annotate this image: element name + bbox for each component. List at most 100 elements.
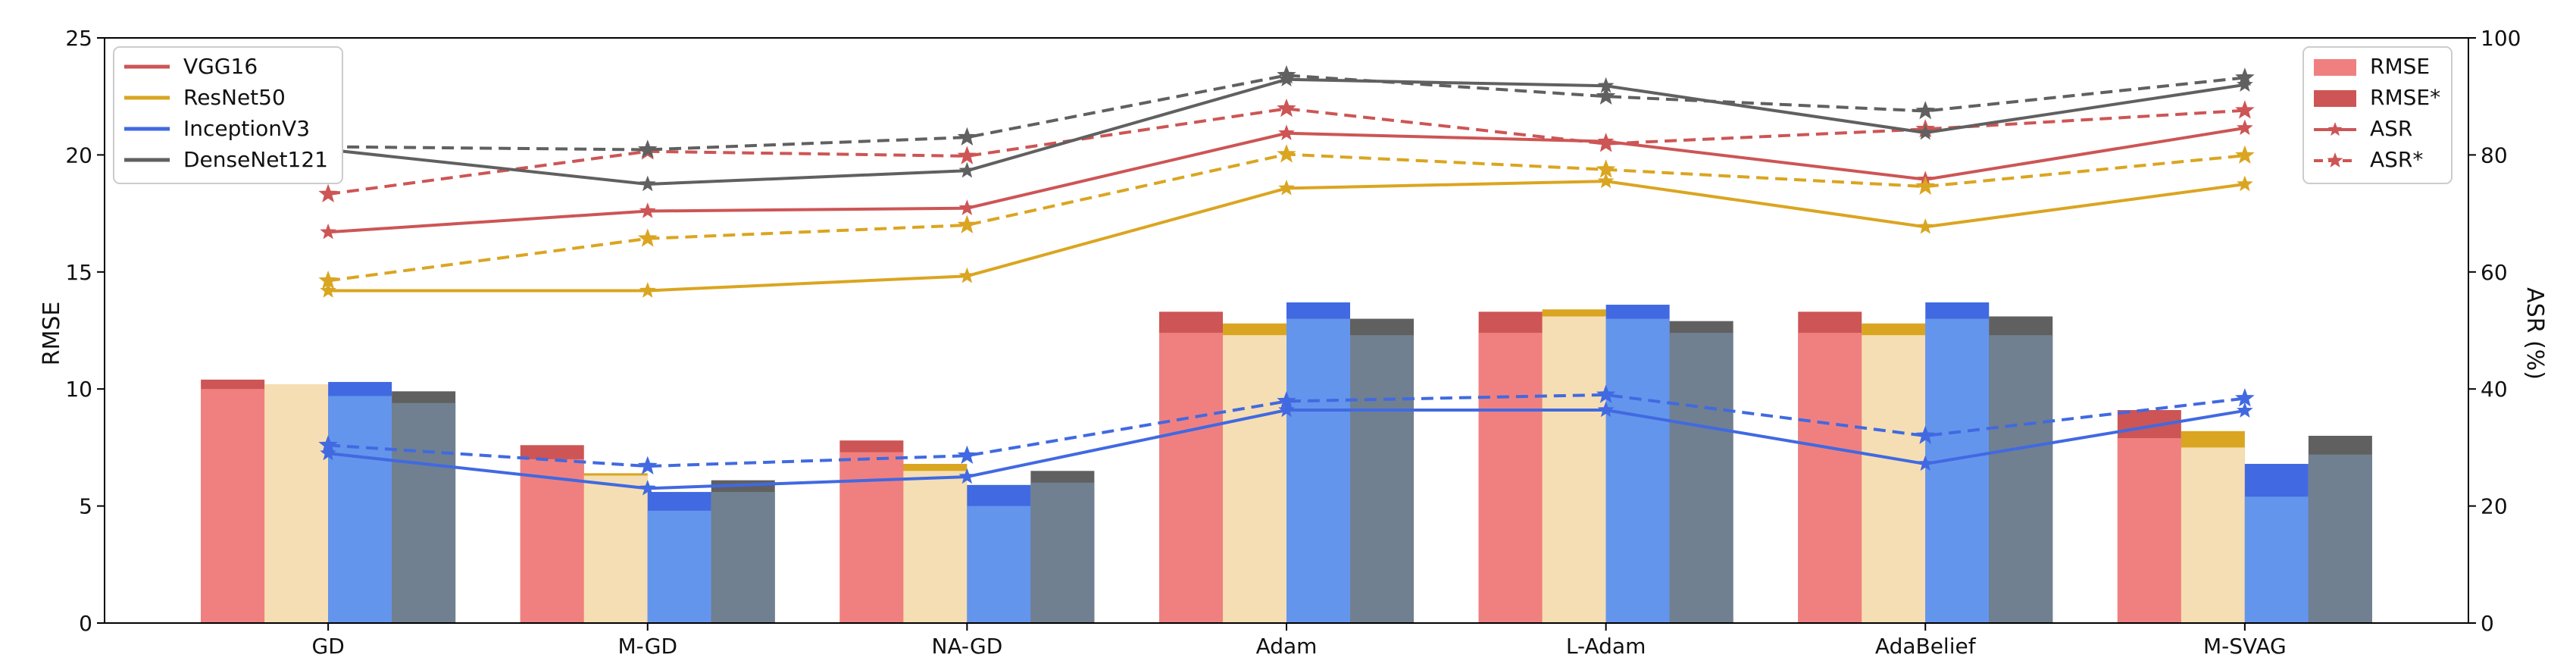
legend-marker-asr (2327, 122, 2343, 136)
tick-label-right-80: 80 (2481, 142, 2508, 168)
bar-rmse-DenseNet121-M-SVAG (2308, 454, 2372, 623)
marker-asr-star-VGG16-M-SVAG (2235, 100, 2255, 119)
marker-asr-star-ResNet50-L-Adam (1596, 159, 1616, 178)
bar-rmse-ResNet50-L-Adam (1542, 316, 1606, 623)
bar-rmse-ResNet50-NA-GD (903, 471, 968, 623)
line-layer (318, 64, 2255, 496)
bar-rmse-ResNet50-Adam (1223, 335, 1286, 623)
tick-label-left-0: 0 (79, 611, 92, 636)
bar-rmse-ResNet50-GD (264, 384, 329, 623)
marker-asr-star-DenseNet121-AdaBelief (1915, 101, 1936, 120)
tick-label-right-60: 60 (2481, 260, 2508, 285)
marker-asr-star-VGG16-GD (318, 183, 338, 202)
marker-asr-InceptionV3-NA-GD (958, 468, 976, 484)
marker-asr-star-InceptionV3-GD (318, 434, 338, 454)
marker-asr-InceptionV3-AdaBelief (1917, 455, 1934, 471)
tick-label-left-15: 15 (65, 260, 92, 285)
tick-label-left-10: 10 (65, 377, 92, 402)
tick-label-right-40: 40 (2481, 377, 2508, 402)
marker-asr-ResNet50-L-Adam (1597, 172, 1615, 189)
tick-label-x-L-Adam: L-Adam (1566, 634, 1646, 659)
bar-rmse-VGG16-M-GD (520, 459, 584, 623)
bar-rmse-VGG16-L-Adam (1478, 333, 1543, 623)
tick-layer: 0 5 10 15 20 25 0 20 40 60 80 100 GD M-GD NA-GD Adam L-A… (65, 26, 2521, 659)
marker-asr-VGG16-M-GD (639, 202, 656, 218)
legend-model-2: InceptionV3 (183, 116, 310, 141)
marker-asr-InceptionV3-GD (320, 444, 336, 461)
line-asr-ResNet50 (328, 180, 2246, 293)
bar-rmse-InceptionV3-AdaBelief (1925, 318, 1990, 623)
marker-asr-star-InceptionV3-NA-GD (957, 445, 977, 465)
marker-asr-star-ResNet50-M-SVAG (2235, 145, 2255, 164)
y-axis-label-right: ASR (%) (2521, 287, 2548, 380)
bar-rmse-VGG16-NA-GD (839, 452, 904, 623)
tick-label-x-AdaBelief: AdaBelief (1875, 634, 1977, 659)
marker-asr-star-ResNet50-Adam (1277, 144, 1296, 163)
marker-asr-star-ResNet50-AdaBelief (1915, 176, 1936, 195)
bar-rmse-ResNet50-M-SVAG (2181, 447, 2245, 623)
tick-label-x-M-SVAG: M-SVAG (2203, 634, 2287, 659)
bar-rmse-VGG16-AdaBelief (1798, 333, 1862, 623)
legend-metrics-frame (2302, 46, 2453, 184)
marker-asr-VGG16-Adam (1278, 124, 1295, 141)
marker-asr-star-InceptionV3-Adam (1277, 390, 1296, 410)
marker-asr-DenseNet121-M-SVAG (2237, 76, 2253, 92)
bar-rmse-DenseNet121-L-Adam (1669, 333, 1733, 623)
legend-model-1: ResNet50 (183, 85, 286, 110)
marker-asr-InceptionV3-M-SVAG (2237, 402, 2253, 418)
marker-asr-ResNet50-AdaBelief (1917, 218, 1934, 234)
marker-asr-star-VGG16-Adam (1277, 98, 1296, 117)
legend-swatch-rmse (2314, 59, 2356, 76)
bar-layer (201, 302, 2372, 623)
marker-asr-star-DenseNet121-Adam (1277, 64, 1296, 84)
bar-rmse-InceptionV3-L-Adam (1605, 318, 1670, 623)
marker-asr-star-InceptionV3-AdaBelief (1915, 425, 1936, 444)
legend-models: VGG16 ResNet50 InceptionV3 DenseNet121 (113, 46, 343, 184)
marker-asr-VGG16-M-SVAG (2237, 119, 2253, 136)
bar-rmse-VGG16-M-SVAG (2117, 438, 2181, 623)
marker-asr-star-InceptionV3-M-GD (637, 456, 658, 474)
bar-rmse-InceptionV3-Adam (1286, 318, 1350, 623)
bar-rmse-DenseNet121-AdaBelief (1989, 335, 2053, 623)
marker-asr-DenseNet121-M-GD (639, 175, 656, 192)
legend-model-0: VGG16 (183, 54, 258, 79)
marker-asr-star-DenseNet121-M-SVAG (2235, 67, 2255, 86)
legend-marker-asr-star (2327, 152, 2343, 168)
marker-asr-DenseNet121-NA-GD (958, 161, 976, 178)
bar-rmse-InceptionV3-M-GD (647, 510, 711, 623)
legend-metric-rmse-star: RMSE* (2370, 85, 2440, 110)
marker-asr-star-VGG16-L-Adam (1596, 133, 1616, 152)
tick-label-left-5: 5 (79, 494, 92, 519)
legend-metric-asr: ASR (2370, 116, 2412, 141)
y-axis-label-left: RMSE (39, 302, 65, 366)
marker-asr-VGG16-NA-GD (958, 199, 976, 215)
bar-rmse-ResNet50-M-GD (583, 475, 648, 623)
legend-metrics: RMSE RMSE* ASR ASR* (2302, 46, 2453, 184)
bar-rmse-VGG16-Adam (1159, 333, 1223, 623)
marker-asr-star-DenseNet121-NA-GD (957, 127, 977, 146)
marker-asr-star-DenseNet121-L-Adam (1596, 86, 1616, 105)
marker-asr-star-ResNet50-GD (318, 270, 338, 290)
marker-asr-star-InceptionV3-M-SVAG (2235, 388, 2255, 407)
bar-rmse-DenseNet121-GD (392, 402, 456, 623)
marker-asr-ResNet50-M-GD (639, 282, 656, 298)
bar-rmse-DenseNet121-M-GD (711, 492, 775, 623)
bar-rmse-InceptionV3-GD (328, 396, 392, 623)
tick-label-left-25: 25 (65, 26, 92, 51)
legend-swatch-rmse-star (2314, 90, 2356, 107)
tick-label-x-GD: GD (312, 634, 345, 659)
tick-label-right-100: 100 (2481, 26, 2521, 51)
legend-models-frame (113, 46, 343, 184)
marker-asr-star-ResNet50-NA-GD (957, 215, 977, 233)
marker-asr-star-ResNet50-M-GD (637, 228, 658, 247)
bar-rmse-VGG16-GD (201, 389, 265, 623)
marker-asr-star-DenseNet121-M-GD (637, 139, 658, 158)
legend-metric-rmse: RMSE (2370, 54, 2430, 79)
bar-rmse-ResNet50-AdaBelief (1862, 335, 1926, 623)
marker-asr-VGG16-GD (320, 223, 336, 240)
marker-asr-ResNet50-Adam (1278, 179, 1295, 196)
marker-asr-star-InceptionV3-L-Adam (1596, 384, 1616, 403)
legend-model-3: DenseNet121 (183, 147, 328, 172)
marker-asr-DenseNet121-AdaBelief (1917, 124, 1934, 140)
bar-rmse-DenseNet121-Adam (1350, 335, 1414, 623)
